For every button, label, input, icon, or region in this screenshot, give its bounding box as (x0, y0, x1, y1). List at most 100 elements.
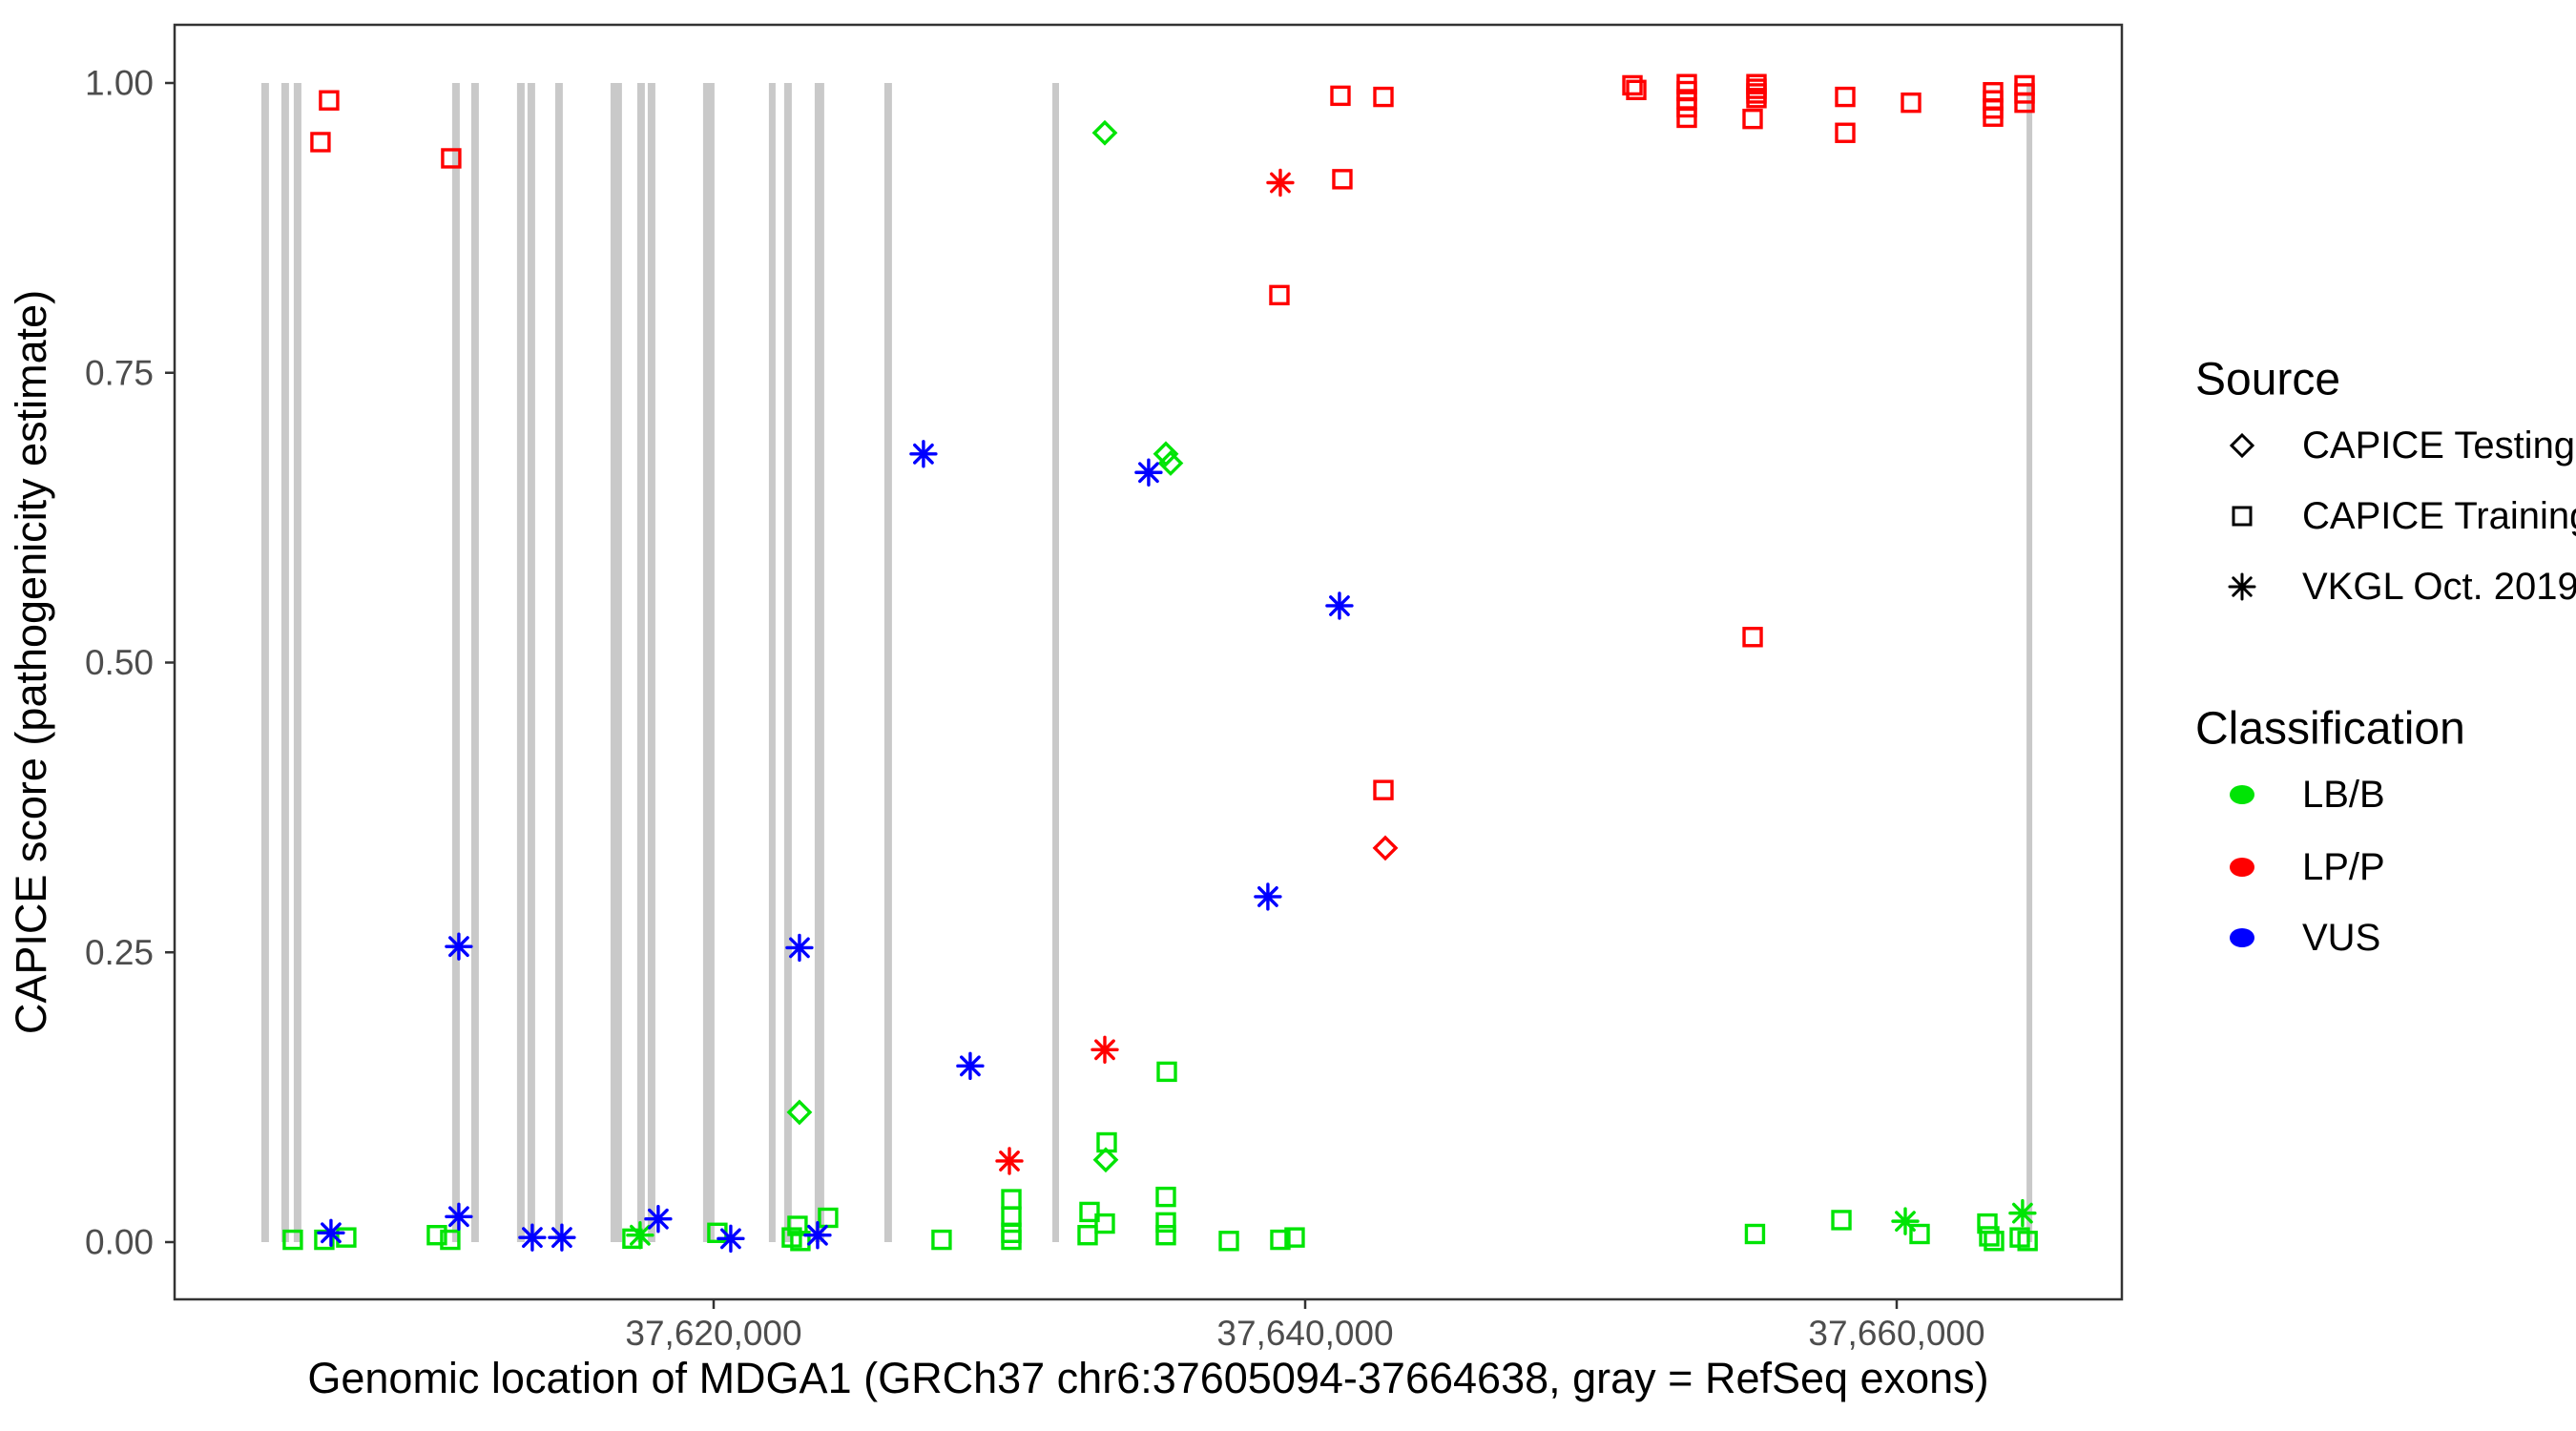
chart-point-asterisk (518, 1223, 547, 1252)
y-tick-label: 0.75 (85, 353, 154, 392)
chart-point-square (1284, 1227, 1305, 1248)
chart-point-square (441, 148, 462, 169)
chart-point-asterisk (1134, 458, 1163, 487)
chart-point-asterisk (956, 1051, 985, 1081)
chart-point-square (790, 1231, 811, 1252)
chart-point-asterisk (995, 1147, 1024, 1175)
legend-item-lb-b: LB/B (2230, 774, 2385, 816)
chart-point-asterisk (803, 1221, 832, 1250)
chart-point-square (1155, 1225, 1176, 1246)
chart-point-square (1979, 1226, 2000, 1247)
refseq-exon-bar (636, 83, 645, 1242)
chart-point-diamond (2229, 432, 2255, 459)
chart-point-square (1622, 74, 1643, 96)
chart-point-square (1330, 85, 1351, 107)
exon-bars-layer (260, 83, 2033, 1242)
refseq-exon-bar (280, 83, 289, 1242)
legend-item-label: VUS (2302, 917, 2380, 959)
chart-point-asterisk (1325, 591, 1354, 620)
refseq-exon-bar (516, 83, 525, 1242)
chart-point-square (1901, 92, 1922, 114)
chart-point-square (1155, 1186, 1176, 1208)
chart-point-square (1155, 1212, 1176, 1234)
refseq-exon-bar (2026, 83, 2033, 1242)
chart-point-square (1218, 1231, 1239, 1252)
refseq-exon-bar (451, 83, 460, 1242)
legend-color-dot (2230, 858, 2254, 877)
chart-point-square (1835, 86, 1856, 108)
chart-point-diamond (1092, 1147, 1119, 1173)
chart-point-asterisk (1891, 1207, 1920, 1235)
chart-point-square (1156, 1061, 1177, 1083)
chart-point-asterisk (548, 1223, 576, 1252)
chart-point-diamond (1157, 450, 1184, 476)
legend-item-capice-testing: CAPICE Testing (2229, 425, 2575, 467)
refseq-exon-bar (1052, 83, 1059, 1242)
chart-point-square (440, 1229, 461, 1251)
chart-point-asterisk (2228, 572, 2256, 601)
legend: Source CAPICE Testing CAPICE Training VKGL… (2195, 355, 2576, 960)
axes-layer: 0.00 0.25 0.50 0.75 1.00 37,620,000 37,640,000… (85, 64, 1985, 1354)
chart-point-diamond (1091, 119, 1118, 146)
chart-point-square (787, 1215, 808, 1236)
chart-point-diamond (1153, 441, 1179, 467)
refseq-exon-bar (260, 83, 269, 1242)
refseq-exon-bar (527, 83, 535, 1242)
y-axis-title: CAPICE score (pathogenicity estimate) (7, 290, 55, 1034)
refseq-exon-bar (610, 83, 622, 1242)
chart-point-square (314, 1229, 335, 1251)
refseq-exon-bar (470, 83, 479, 1242)
chart-point-square (1270, 1229, 1291, 1251)
chart-point-square (1626, 79, 1647, 100)
legend-item-vus: VUS (2230, 917, 2380, 959)
legend-item-capice-training: CAPICE Training (2232, 495, 2576, 537)
chart-point-square (1079, 1201, 1100, 1223)
y-tick-label: 0.00 (85, 1223, 154, 1262)
legend-color-dot (2230, 928, 2254, 947)
x-tick-label: 37,640,000 (1216, 1314, 1393, 1353)
chart-point-square (1835, 122, 1856, 143)
chart-point-square (931, 1229, 952, 1251)
chart-point-square (1909, 1223, 1930, 1245)
legend-item-lp-p: LP/P (2230, 846, 2385, 888)
chart-point-square (1001, 1229, 1022, 1251)
refseq-exon-bar (883, 83, 892, 1242)
refseq-exon-bar (768, 83, 776, 1242)
chart-point-asterisk (626, 1221, 654, 1250)
chart-point-square (818, 1207, 839, 1229)
chart-point-square (426, 1225, 447, 1246)
chart-point-asterisk (717, 1224, 745, 1254)
chart-point-asterisk (909, 440, 938, 468)
x-tick-label: 37,660,000 (1808, 1314, 1984, 1353)
chart-point-square (1001, 1189, 1022, 1210)
chart-point-asterisk (2008, 1198, 2037, 1228)
chart-point-asterisk (317, 1218, 345, 1247)
chart-point-square (310, 132, 331, 153)
chart-point-asterisk (445, 932, 473, 961)
data-points-layer (282, 73, 2038, 1254)
chart-point-asterisk (1091, 1035, 1119, 1065)
chart-point-square (1984, 1231, 2005, 1252)
plot-panel-border (173, 23, 2124, 1301)
legend-classification-items: LB/B LP/P VUS (2230, 774, 2385, 959)
legend-source-title: Source (2195, 355, 2340, 405)
refseq-exon-bar (554, 83, 563, 1242)
legend-color-dot (2230, 785, 2254, 804)
chart-point-diamond (786, 1099, 813, 1126)
legend-source-items: CAPICE Testing CAPICE Training VKGL Oct. 2… (2228, 425, 2576, 608)
chart-point-diamond (1372, 835, 1399, 861)
refseq-exon-bar (647, 83, 655, 1242)
chart-point-square (1373, 86, 1394, 108)
chart-point-square (1742, 108, 1763, 130)
chart-point-asterisk (644, 1205, 673, 1234)
chart-point-square (1001, 1222, 1022, 1243)
legend-item-vkgl-oct-2019: VKGL Oct. 2019 (2228, 566, 2576, 608)
chart-point-square (2232, 506, 2253, 527)
chart-point-asterisk (785, 933, 814, 963)
legend-item-label: CAPICE Training (2302, 495, 2576, 537)
chart-point-square (2017, 1231, 2038, 1252)
chart-point-square (1001, 1206, 1022, 1227)
chart-point-square (1676, 107, 1697, 129)
